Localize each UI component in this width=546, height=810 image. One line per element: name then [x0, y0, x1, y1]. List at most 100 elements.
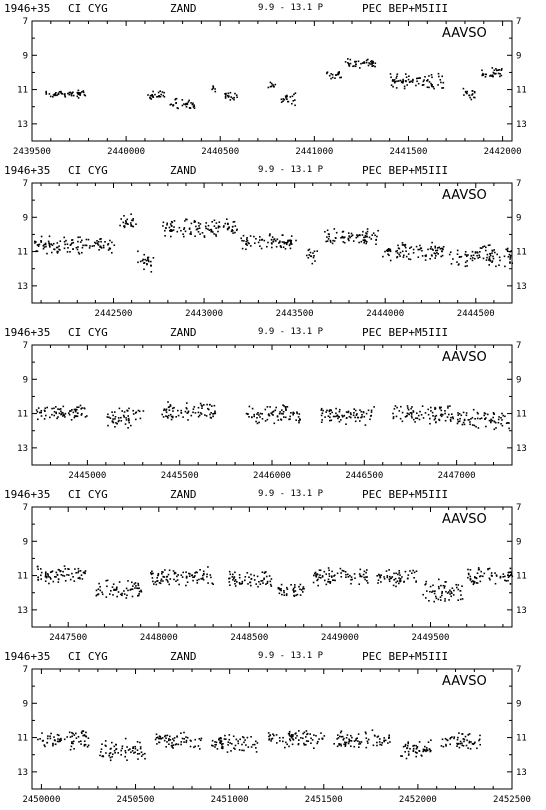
observation-point: [263, 572, 266, 574]
observation-point: [201, 578, 203, 580]
observation-point: [311, 739, 314, 741]
observation-point: [410, 246, 413, 248]
observation-point: [340, 730, 343, 732]
observation-point: [100, 238, 102, 240]
observation-point: [348, 739, 351, 742]
observation-point: [224, 93, 226, 95]
observation-point: [58, 245, 60, 247]
observation-point: [69, 736, 72, 738]
observation-point: [305, 743, 307, 746]
observation-point: [158, 741, 160, 744]
observation-point: [122, 221, 125, 224]
observation-point: [470, 580, 473, 583]
y-tick-label: 9: [23, 51, 28, 61]
observation-point: [185, 739, 188, 742]
header-spectrum: PEC BEP+M5III: [362, 2, 449, 15]
header-var-type: ZAND: [170, 488, 197, 501]
y-tick-label: 13: [17, 444, 28, 454]
observation-point: [85, 238, 88, 241]
observation-point: [505, 580, 507, 582]
observation-point: [115, 589, 117, 591]
observation-point: [83, 740, 86, 742]
observation-point: [144, 757, 146, 760]
observation-point: [347, 58, 349, 60]
observation-point: [244, 579, 246, 582]
observation-point: [156, 96, 158, 98]
observation-point: [440, 81, 442, 84]
observation-point: [104, 241, 106, 243]
observation-point: [125, 587, 128, 590]
observation-point: [165, 737, 167, 739]
observation-point: [212, 87, 214, 90]
observation-point: [488, 419, 491, 422]
observation-point: [417, 82, 420, 85]
observation-point: [75, 408, 77, 411]
observation-point: [390, 84, 393, 86]
observation-point: [348, 740, 350, 743]
observation-point: [135, 418, 137, 421]
observation-point: [169, 229, 171, 232]
observation-point: [478, 254, 480, 257]
observation-point: [52, 744, 54, 747]
observation-point: [238, 582, 241, 584]
observation-point: [224, 97, 227, 99]
observation-point: [469, 423, 471, 426]
observation-point: [344, 741, 346, 744]
observation-point: [433, 418, 436, 421]
observation-point: [232, 232, 234, 234]
observation-point: [383, 739, 385, 742]
observation-point: [255, 740, 257, 743]
observation-point: [124, 423, 127, 425]
observation-point: [350, 740, 353, 742]
observation-point: [365, 576, 367, 578]
observation-point: [476, 572, 479, 574]
observation-point: [450, 420, 452, 422]
observation-point: [466, 260, 468, 262]
observation-point: [323, 735, 326, 737]
observation-point: [47, 735, 49, 737]
observation-point: [64, 568, 67, 570]
observation-point: [340, 576, 343, 578]
observation-point: [335, 74, 337, 76]
observation-point: [381, 742, 383, 744]
observation-point: [349, 412, 352, 414]
observation-point: [168, 738, 170, 740]
observation-point: [53, 93, 56, 96]
observation-point: [427, 408, 429, 411]
observation-point: [60, 90, 62, 93]
observation-point: [358, 746, 360, 748]
observation-point: [291, 736, 293, 739]
observation-point: [81, 407, 83, 409]
observation-point: [102, 244, 105, 247]
observation-point: [113, 750, 116, 752]
observation-point: [198, 225, 200, 227]
observation-point: [375, 238, 377, 241]
observation-point: [467, 568, 469, 571]
observation-point: [269, 234, 271, 237]
observation-point: [300, 737, 302, 739]
y-tick-label: 13: [516, 282, 527, 292]
observation-point: [491, 260, 494, 262]
observation-point: [259, 239, 261, 241]
observation-point: [343, 743, 345, 746]
observation-point: [67, 568, 69, 570]
observation-point: [215, 235, 217, 237]
observation-point: [81, 251, 83, 254]
observation-point: [402, 256, 405, 258]
observation-point: [415, 417, 417, 419]
observation-point: [410, 412, 413, 414]
observation-point: [109, 759, 112, 762]
observation-point: [350, 413, 352, 416]
observation-point: [272, 240, 275, 243]
observation-point: [445, 590, 447, 593]
observation-point: [370, 411, 373, 413]
observation-point: [298, 739, 300, 741]
observation-point: [353, 573, 356, 575]
observation-point: [337, 737, 340, 739]
observation-point: [270, 585, 273, 587]
observation-point: [131, 588, 134, 590]
observation-point: [187, 101, 190, 103]
observation-point: [406, 415, 408, 417]
observation-point: [82, 734, 84, 737]
